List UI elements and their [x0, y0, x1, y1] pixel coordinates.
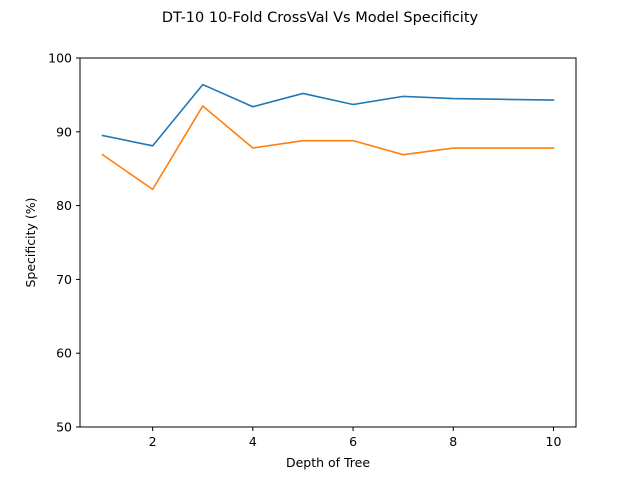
axis-ticks: 2 4 6 8 10 50 60 70 80 90 100 [48, 51, 561, 450]
x-tick-label: 8 [449, 434, 457, 449]
x-tick-label: 4 [249, 434, 257, 449]
x-tick-label: 2 [149, 434, 157, 449]
y-tick-label: 70 [56, 272, 72, 287]
y-tick-label: 80 [56, 198, 72, 213]
y-tick-label: 50 [56, 420, 72, 435]
series-line-1 [101, 83, 555, 147]
y-axis-label: Specificity (%) [23, 197, 38, 287]
y-tick-label: 100 [48, 51, 72, 66]
chart-title: DT-10 10-Fold CrossVal Vs Model Specific… [162, 10, 479, 26]
x-tick-label: 10 [546, 434, 562, 449]
x-axis-label: Depth of Tree [286, 455, 370, 470]
y-tick-label: 90 [56, 124, 72, 139]
series-line-2 [101, 105, 555, 191]
plot-area [101, 83, 555, 191]
x-tick-label: 6 [349, 434, 357, 449]
y-tick-label: 60 [56, 346, 72, 361]
axes-frame [79, 57, 577, 428]
